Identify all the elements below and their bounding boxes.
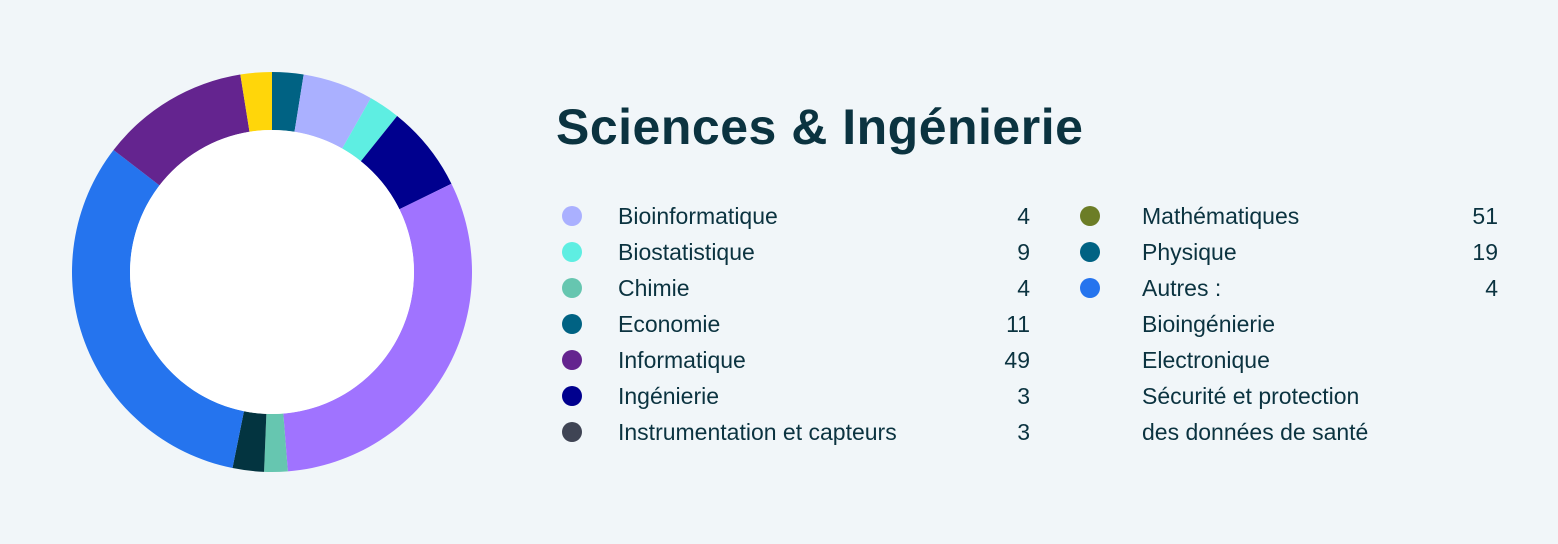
autres-item: Electronique: [1080, 342, 1498, 378]
autres-item-label: Bioingénierie: [1142, 311, 1275, 337]
legend-label: Autres :: [1142, 275, 1222, 301]
autres-item: Bioingénierie: [1080, 306, 1498, 342]
donut-slice-8: [113, 74, 250, 186]
legend-swatch: [1080, 278, 1100, 298]
legend-item: Mathématiques 51: [1080, 198, 1498, 234]
legend-swatch: [562, 350, 582, 370]
legend-value: 9: [1017, 239, 1030, 265]
legend-label: Ingénierie: [618, 383, 720, 409]
donut-hole: [130, 130, 414, 414]
legend-item: Biostatistique 9: [562, 234, 1030, 270]
autres-item: des données de santé: [1080, 414, 1498, 450]
legend-swatch: [1080, 206, 1100, 226]
legend-label: Instrumentation et capteurs: [618, 419, 897, 445]
legend-value: 49: [1004, 347, 1030, 373]
donut-slice-2: [342, 98, 398, 162]
donut-slice-0: [272, 72, 304, 132]
legend-item: Bioinformatique 4: [562, 198, 1030, 234]
donut-slice-9: [240, 72, 272, 132]
legend-swatch: [562, 386, 582, 406]
legend-label: Chimie: [618, 275, 690, 301]
donut-slice-3: [360, 115, 452, 210]
legend-item: Chimie 4: [562, 270, 1030, 306]
autres-item-label: Electronique: [1142, 347, 1270, 373]
legend-label: Physique: [1142, 239, 1237, 265]
legend-label: Bioinformatique: [618, 203, 778, 229]
legend-swatch: [562, 242, 582, 262]
legend-item: Economie 11: [562, 306, 1030, 342]
legend-value: 19: [1472, 239, 1498, 265]
legend-value: 4: [1017, 275, 1030, 301]
donut-slice-7: [71, 149, 244, 469]
legend-label: Biostatistique: [618, 239, 755, 265]
donut-slice-6: [232, 411, 267, 472]
legend-swatch: [562, 206, 582, 226]
donut-slice-4: [283, 183, 473, 472]
donut-slice-5: [264, 413, 288, 472]
legend-item: Autres : 4: [1080, 270, 1498, 306]
autres-item-label: des données de santé: [1142, 419, 1369, 445]
chart-title: Sciences & Ingénierie: [556, 99, 1084, 155]
donut-slice-1: [294, 74, 371, 149]
autres-item-label: Sécurité et protection: [1142, 383, 1360, 409]
legend-item: Physique 19: [1080, 234, 1498, 270]
legend-swatch: [562, 278, 582, 298]
legend-right-column: Mathématiques 51 Physique 19 Autres : 4 Bioing…: [1080, 198, 1498, 450]
legend-label: Economie: [618, 311, 721, 337]
legend-label: Informatique: [618, 347, 746, 373]
legend-item: Ingénierie 3: [562, 378, 1030, 414]
legend-swatch: [562, 422, 582, 442]
legend-label: Mathématiques: [1142, 203, 1300, 229]
legend-item: Instrumentation et capteurs 3: [562, 414, 1030, 450]
legend-value: 51: [1472, 203, 1498, 229]
legend-value: 11: [1006, 311, 1030, 337]
legend-value: 4: [1485, 275, 1498, 301]
autres-item: Sécurité et protection: [1080, 378, 1498, 414]
legend-left-column: Bioinformatique 4 Biostatistique 9 Chimie 4 Ec…: [562, 198, 1030, 450]
legend-item: Informatique 49: [562, 342, 1030, 378]
legend-value: 3: [1017, 419, 1030, 445]
legend-swatch: [562, 314, 582, 334]
legend-value: 3: [1017, 383, 1030, 409]
legend-swatch: [1080, 242, 1100, 262]
donut-chart: [71, 72, 473, 472]
legend-value: 4: [1017, 203, 1030, 229]
